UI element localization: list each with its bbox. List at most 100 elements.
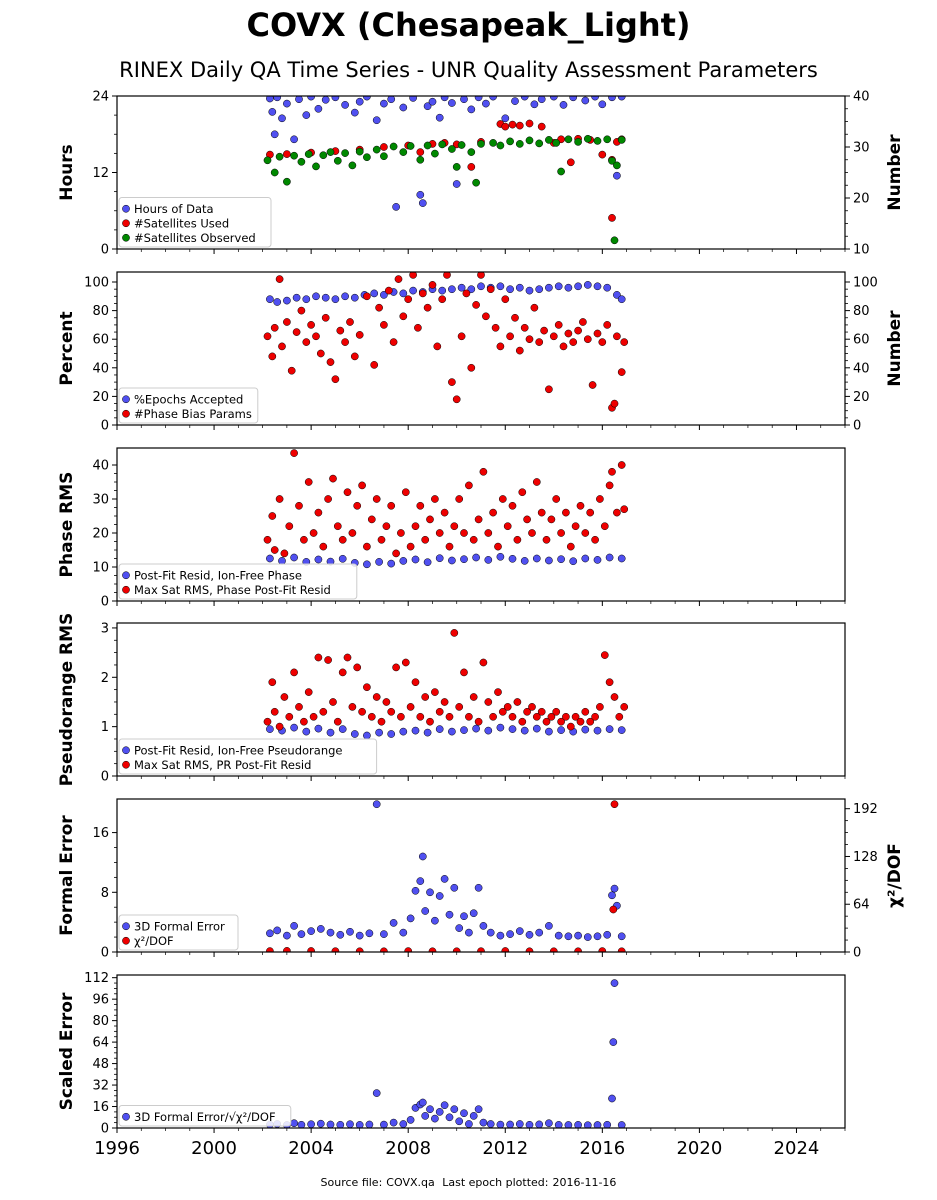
data-point bbox=[506, 930, 514, 938]
data-point bbox=[404, 295, 413, 304]
data-point bbox=[350, 352, 359, 361]
data-point bbox=[506, 1120, 514, 1128]
data-point bbox=[324, 656, 332, 664]
data-point bbox=[304, 478, 313, 486]
data-point bbox=[496, 723, 505, 732]
legend-marker bbox=[122, 760, 130, 769]
y-tick-label: 32 bbox=[92, 1079, 109, 1094]
data-point bbox=[283, 177, 291, 186]
data-point bbox=[581, 554, 590, 563]
legend-label: Post-Fit Resid, Ion-Free Phase bbox=[134, 568, 302, 582]
y-tick-label: 2 bbox=[101, 671, 109, 686]
data-point bbox=[542, 717, 551, 726]
data-point bbox=[581, 529, 590, 537]
data-point bbox=[409, 286, 417, 295]
data-point bbox=[591, 535, 599, 544]
data-point bbox=[610, 979, 619, 987]
data-point bbox=[348, 161, 357, 170]
data-point bbox=[382, 698, 391, 706]
data-point bbox=[467, 148, 476, 156]
data-point bbox=[341, 149, 349, 157]
data-point bbox=[329, 698, 337, 706]
data-point bbox=[501, 114, 510, 123]
data-point bbox=[484, 698, 493, 706]
data-point bbox=[613, 508, 621, 517]
data-point bbox=[435, 707, 444, 716]
data-point bbox=[326, 1120, 335, 1128]
data-point bbox=[537, 122, 546, 131]
data-point bbox=[465, 481, 473, 490]
data-point bbox=[321, 96, 330, 104]
data-point bbox=[319, 707, 328, 716]
data-point bbox=[268, 108, 277, 116]
data-point bbox=[414, 323, 422, 332]
data-point bbox=[302, 295, 311, 304]
data-point bbox=[518, 717, 527, 726]
data-point bbox=[552, 707, 561, 716]
data-point bbox=[411, 886, 420, 895]
data-point bbox=[290, 553, 298, 562]
data-point bbox=[506, 285, 514, 294]
data-point bbox=[348, 703, 357, 711]
data-point bbox=[496, 931, 505, 940]
data-point bbox=[316, 349, 325, 358]
last-epoch-label: Last epoch plotted: bbox=[442, 1176, 549, 1189]
data-point bbox=[537, 707, 546, 716]
data-point bbox=[574, 1121, 582, 1128]
data-point bbox=[593, 329, 602, 338]
data-point bbox=[593, 556, 602, 564]
data-point bbox=[341, 338, 349, 346]
legend-label: #Phase Bias Params bbox=[134, 407, 252, 421]
data-point bbox=[372, 800, 381, 809]
data-point bbox=[346, 1120, 354, 1128]
series-1 bbox=[266, 723, 626, 740]
y-tick-label: 112 bbox=[84, 971, 109, 986]
data-point bbox=[609, 905, 618, 914]
data-point bbox=[460, 1109, 468, 1118]
data-point bbox=[387, 707, 396, 716]
data-point bbox=[455, 924, 464, 932]
data-point bbox=[472, 178, 480, 187]
data-point bbox=[520, 557, 529, 565]
series-3 bbox=[263, 134, 626, 245]
y2-tick-label: 40 bbox=[853, 361, 870, 376]
legend-label: #Satellites Used bbox=[134, 216, 229, 230]
y2-tick-label: 192 bbox=[853, 802, 878, 817]
data-point bbox=[448, 727, 456, 736]
data-point bbox=[363, 731, 371, 740]
data-point bbox=[479, 467, 488, 476]
data-point bbox=[513, 698, 522, 706]
data-point bbox=[498, 495, 507, 503]
data-point bbox=[501, 295, 510, 304]
data-point bbox=[314, 104, 323, 113]
data-point bbox=[297, 306, 306, 315]
series-1 bbox=[266, 800, 626, 941]
data-point bbox=[297, 1120, 306, 1128]
data-point bbox=[283, 931, 291, 940]
data-point bbox=[605, 678, 614, 687]
data-point bbox=[610, 800, 619, 809]
legend-label: #Satellites Observed bbox=[134, 231, 256, 245]
data-point bbox=[608, 467, 616, 476]
x-tick-label: 2016 bbox=[579, 1138, 625, 1159]
data-point bbox=[290, 135, 298, 144]
data-point bbox=[285, 522, 294, 531]
data-point bbox=[617, 726, 626, 734]
data-point bbox=[336, 1120, 345, 1128]
data-point bbox=[460, 529, 468, 537]
data-point bbox=[532, 554, 541, 563]
data-point bbox=[617, 932, 626, 941]
data-point bbox=[411, 678, 420, 687]
data-point bbox=[399, 557, 408, 565]
data-point bbox=[290, 723, 298, 732]
legend: Hours of Data#Satellites Used#Satellites… bbox=[118, 197, 272, 248]
data-point bbox=[496, 1120, 505, 1128]
data-point bbox=[338, 668, 347, 677]
data-point bbox=[469, 909, 478, 918]
data-point bbox=[574, 931, 582, 940]
data-point bbox=[576, 717, 585, 726]
data-point bbox=[297, 157, 306, 166]
data-point bbox=[307, 927, 315, 935]
data-point bbox=[346, 927, 354, 936]
data-point bbox=[283, 296, 291, 305]
